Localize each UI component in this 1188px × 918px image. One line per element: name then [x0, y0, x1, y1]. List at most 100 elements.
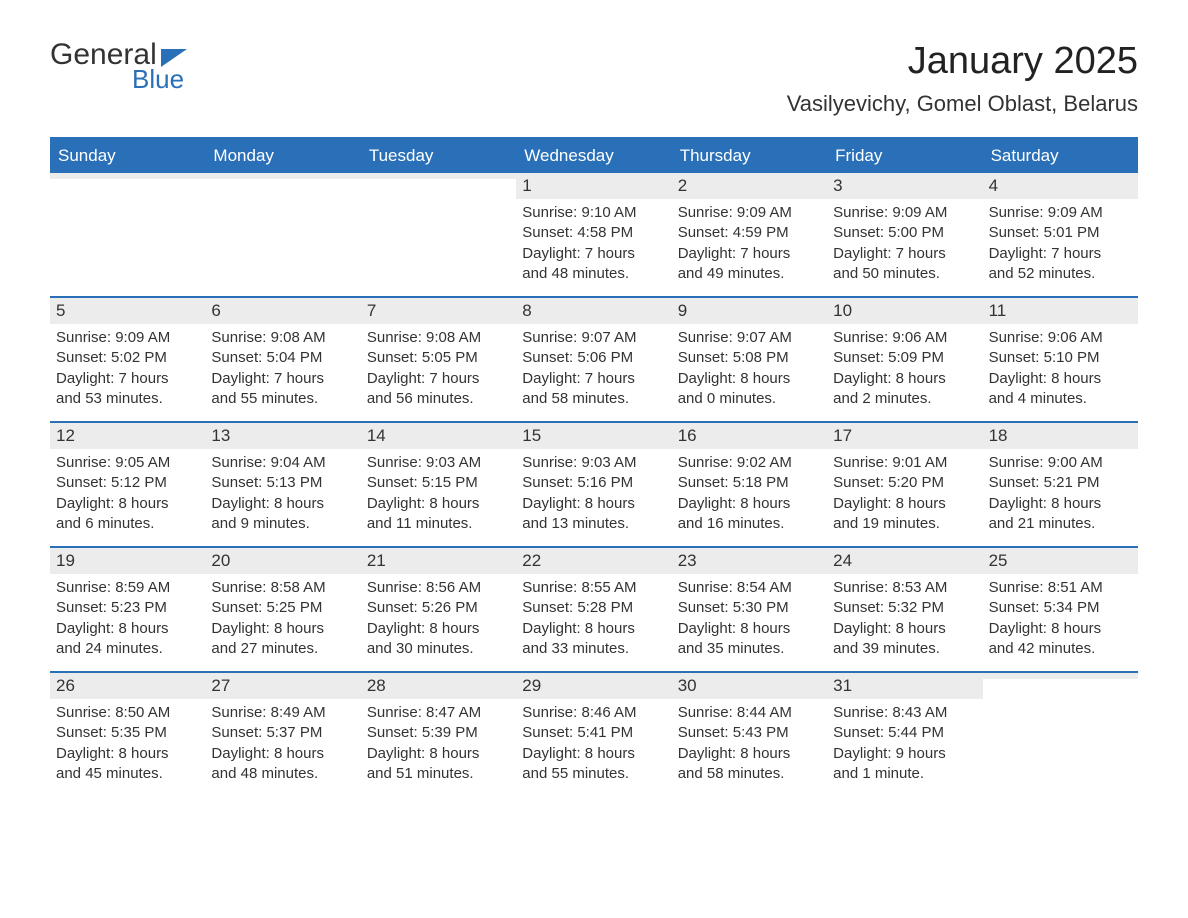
daylight-text: Daylight: 8 hours and 35 minutes. — [678, 619, 819, 660]
sunset-text: Sunset: 5:30 PM — [678, 598, 819, 618]
day-number: 5 — [50, 298, 205, 324]
day-body: Sunrise: 9:03 AMSunset: 5:15 PMDaylight:… — [361, 449, 516, 546]
week-row: 26Sunrise: 8:50 AMSunset: 5:35 PMDayligh… — [50, 671, 1138, 796]
dayhead-wed: Wednesday — [516, 139, 671, 173]
day-number: 16 — [672, 423, 827, 449]
week-row: 5Sunrise: 9:09 AMSunset: 5:02 PMDaylight… — [50, 296, 1138, 421]
sunset-text: Sunset: 5:05 PM — [367, 348, 508, 368]
day-body: Sunrise: 9:06 AMSunset: 5:09 PMDaylight:… — [827, 324, 982, 421]
sunrise-text: Sunrise: 8:55 AM — [522, 578, 663, 598]
day-body: Sunrise: 8:53 AMSunset: 5:32 PMDaylight:… — [827, 574, 982, 671]
sunrise-text: Sunrise: 9:03 AM — [522, 453, 663, 473]
header: General Blue January 2025 Vasilyevichy, … — [50, 40, 1138, 117]
sunrise-text: Sunrise: 9:02 AM — [678, 453, 819, 473]
daylight-text: Daylight: 8 hours and 42 minutes. — [989, 619, 1130, 660]
daylight-text: Daylight: 7 hours and 50 minutes. — [833, 244, 974, 285]
day-number: 18 — [983, 423, 1138, 449]
day-body: Sunrise: 9:09 AMSunset: 5:01 PMDaylight:… — [983, 199, 1138, 296]
day-cell: 3Sunrise: 9:09 AMSunset: 5:00 PMDaylight… — [827, 173, 982, 296]
sunrise-text: Sunrise: 9:07 AM — [522, 328, 663, 348]
sunrise-text: Sunrise: 9:08 AM — [367, 328, 508, 348]
sunset-text: Sunset: 5:15 PM — [367, 473, 508, 493]
sunrise-text: Sunrise: 9:07 AM — [678, 328, 819, 348]
day-body: Sunrise: 8:43 AMSunset: 5:44 PMDaylight:… — [827, 699, 982, 796]
day-body: Sunrise: 8:46 AMSunset: 5:41 PMDaylight:… — [516, 699, 671, 796]
daylight-text: Daylight: 8 hours and 19 minutes. — [833, 494, 974, 535]
daylight-text: Daylight: 7 hours and 49 minutes. — [678, 244, 819, 285]
daylight-text: Daylight: 8 hours and 6 minutes. — [56, 494, 197, 535]
day-cell: 19Sunrise: 8:59 AMSunset: 5:23 PMDayligh… — [50, 548, 205, 671]
day-number: 11 — [983, 298, 1138, 324]
daylight-text: Daylight: 8 hours and 9 minutes. — [211, 494, 352, 535]
logo-text-blue: Blue — [132, 66, 187, 92]
day-body: Sunrise: 8:56 AMSunset: 5:26 PMDaylight:… — [361, 574, 516, 671]
sunset-text: Sunset: 5:18 PM — [678, 473, 819, 493]
daylight-text: Daylight: 7 hours and 53 minutes. — [56, 369, 197, 410]
day-header-row: Sunday Monday Tuesday Wednesday Thursday… — [50, 139, 1138, 173]
day-cell: 8 Sunrise: 9:07 AMSunset: 5:06 PMDaylight… — [516, 298, 671, 421]
day-number: 8 — [516, 298, 671, 324]
day-cell: 18Sunrise: 9:00 AMSunset: 5:21 PMDayligh… — [983, 423, 1138, 546]
dayhead-sat: Saturday — [983, 139, 1138, 173]
day-body: Sunrise: 9:01 AMSunset: 5:20 PMDaylight:… — [827, 449, 982, 546]
dayhead-mon: Monday — [205, 139, 360, 173]
day-cell — [205, 173, 360, 296]
day-body: Sunrise: 9:08 AMSunset: 5:05 PMDaylight:… — [361, 324, 516, 421]
daylight-text: Daylight: 7 hours and 52 minutes. — [989, 244, 1130, 285]
sunset-text: Sunset: 5:10 PM — [989, 348, 1130, 368]
day-number: 13 — [205, 423, 360, 449]
sunrise-text: Sunrise: 9:09 AM — [56, 328, 197, 348]
sunset-text: Sunset: 5:16 PM — [522, 473, 663, 493]
sunset-text: Sunset: 5:00 PM — [833, 223, 974, 243]
sunset-text: Sunset: 5:13 PM — [211, 473, 352, 493]
sunset-text: Sunset: 5:35 PM — [56, 723, 197, 743]
daylight-text: Daylight: 8 hours and 39 minutes. — [833, 619, 974, 660]
day-cell: 27Sunrise: 8:49 AMSunset: 5:37 PMDayligh… — [205, 673, 360, 796]
daylight-text: Daylight: 9 hours and 1 minute. — [833, 744, 974, 785]
day-number: 17 — [827, 423, 982, 449]
sunrise-text: Sunrise: 8:59 AM — [56, 578, 197, 598]
sunset-text: Sunset: 4:59 PM — [678, 223, 819, 243]
daylight-text: Daylight: 8 hours and 51 minutes. — [367, 744, 508, 785]
day-cell: 20Sunrise: 8:58 AMSunset: 5:25 PMDayligh… — [205, 548, 360, 671]
day-number: 20 — [205, 548, 360, 574]
day-number: 26 — [50, 673, 205, 699]
daylight-text: Daylight: 8 hours and 45 minutes. — [56, 744, 197, 785]
daylight-text: Daylight: 8 hours and 58 minutes. — [678, 744, 819, 785]
day-body: Sunrise: 9:02 AMSunset: 5:18 PMDaylight:… — [672, 449, 827, 546]
daylight-text: Daylight: 8 hours and 21 minutes. — [989, 494, 1130, 535]
dayhead-fri: Friday — [827, 139, 982, 173]
day-cell: 30Sunrise: 8:44 AMSunset: 5:43 PMDayligh… — [672, 673, 827, 796]
sunset-text: Sunset: 5:08 PM — [678, 348, 819, 368]
sunset-text: Sunset: 5:44 PM — [833, 723, 974, 743]
day-number: 10 — [827, 298, 982, 324]
day-body: Sunrise: 9:05 AMSunset: 5:12 PMDaylight:… — [50, 449, 205, 546]
day-body: Sunrise: 8:49 AMSunset: 5:37 PMDaylight:… — [205, 699, 360, 796]
sunrise-text: Sunrise: 9:05 AM — [56, 453, 197, 473]
day-body: Sunrise: 9:08 AMSunset: 5:04 PMDaylight:… — [205, 324, 360, 421]
dayhead-thu: Thursday — [672, 139, 827, 173]
day-number — [50, 173, 205, 179]
daylight-text: Daylight: 8 hours and 2 minutes. — [833, 369, 974, 410]
day-cell: 2Sunrise: 9:09 AMSunset: 4:59 PMDaylight… — [672, 173, 827, 296]
calendar: Sunday Monday Tuesday Wednesday Thursday… — [50, 137, 1138, 796]
day-body: Sunrise: 9:06 AMSunset: 5:10 PMDaylight:… — [983, 324, 1138, 421]
sunrise-text: Sunrise: 8:50 AM — [56, 703, 197, 723]
day-cell: 26 Sunrise: 8:50 AMSunset: 5:35 PMDayligh… — [50, 673, 205, 796]
sunrise-text: Sunrise: 9:10 AM — [522, 203, 663, 223]
day-body: Sunrise: 8:54 AMSunset: 5:30 PMDaylight:… — [672, 574, 827, 671]
sunset-text: Sunset: 5:37 PM — [211, 723, 352, 743]
day-cell — [983, 673, 1138, 796]
sunrise-text: Sunrise: 9:09 AM — [833, 203, 974, 223]
day-number: 14 — [361, 423, 516, 449]
daylight-text: Daylight: 7 hours and 58 minutes. — [522, 369, 663, 410]
day-number: 29 — [516, 673, 671, 699]
day-number: 30 — [672, 673, 827, 699]
day-cell: 22Sunrise: 8:55 AMSunset: 5:28 PMDayligh… — [516, 548, 671, 671]
sunset-text: Sunset: 4:58 PM — [522, 223, 663, 243]
sunrise-text: Sunrise: 8:49 AM — [211, 703, 352, 723]
sunset-text: Sunset: 5:06 PM — [522, 348, 663, 368]
sunset-text: Sunset: 5:09 PM — [833, 348, 974, 368]
sunrise-text: Sunrise: 8:56 AM — [367, 578, 508, 598]
day-cell: 4Sunrise: 9:09 AMSunset: 5:01 PMDaylight… — [983, 173, 1138, 296]
